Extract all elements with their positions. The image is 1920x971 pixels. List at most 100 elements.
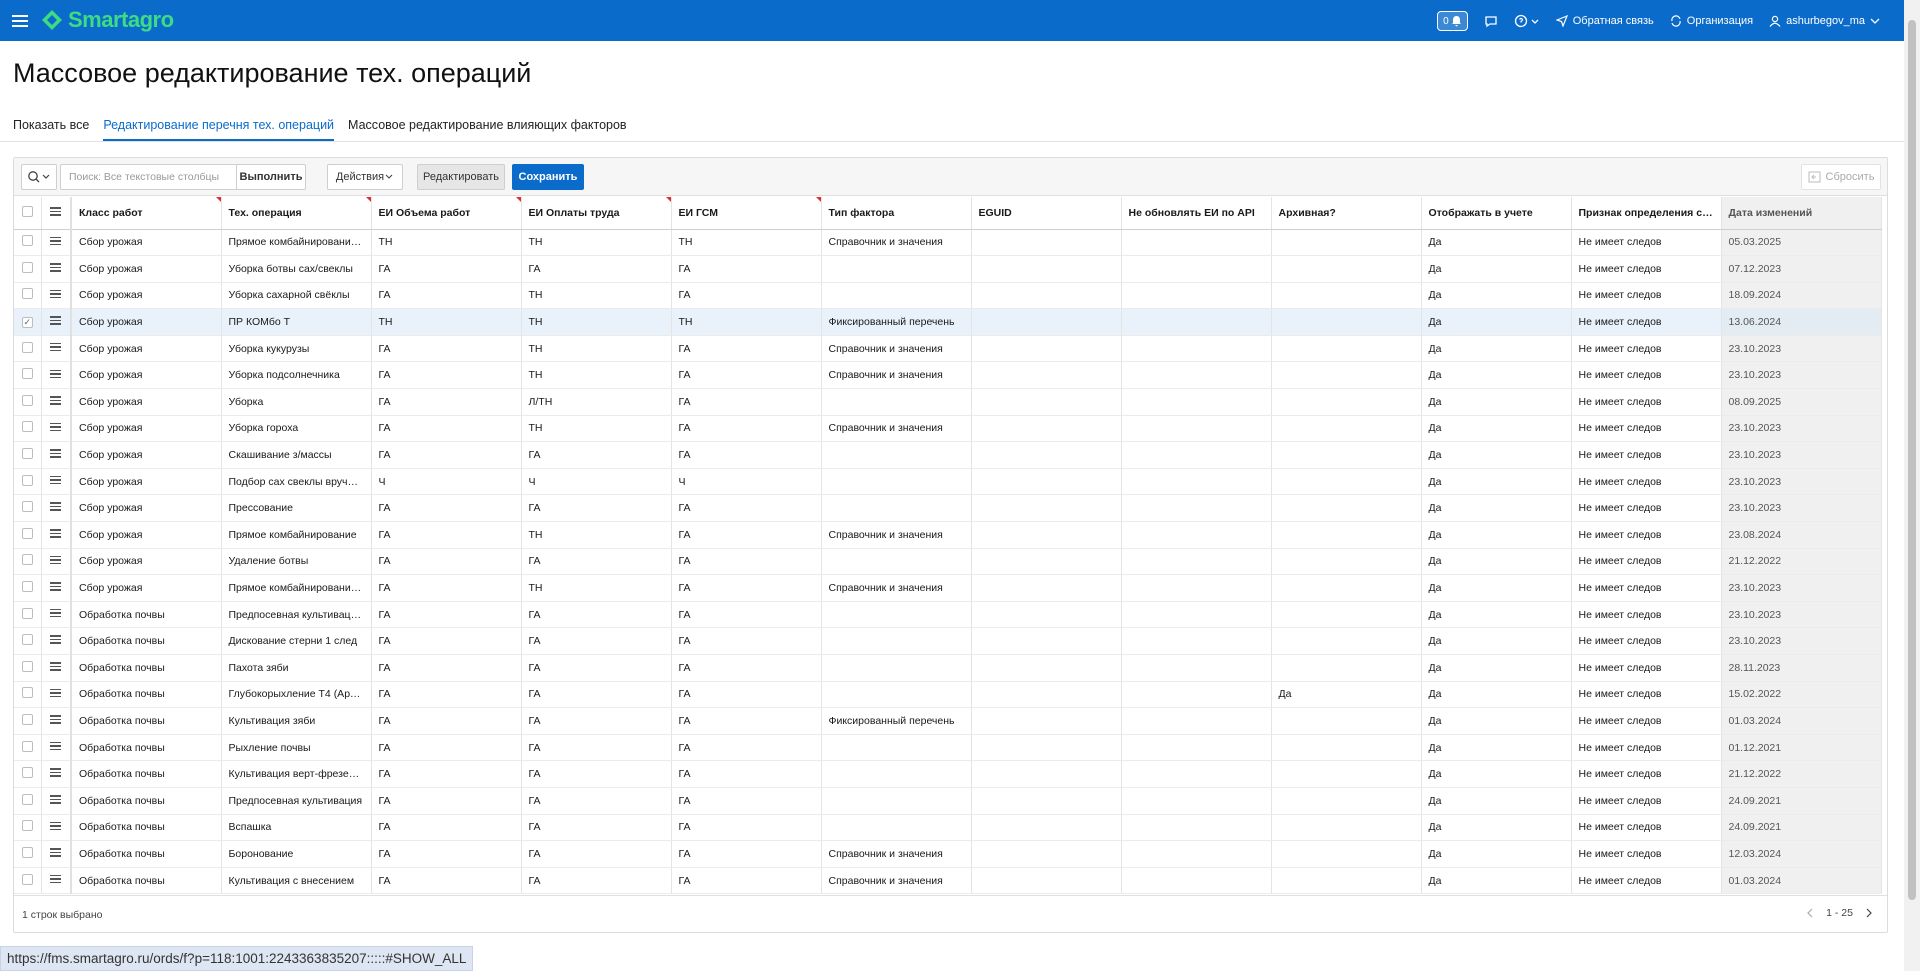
scrollbar[interactable] bbox=[1904, 0, 1920, 971]
table-row[interactable]: Сбор урожая Прямое комбайнирование ГА ТН ГА С… bbox=[14, 521, 1882, 549]
row-menu[interactable] bbox=[41, 627, 72, 655]
table-row[interactable]: Обработка почвы Глубокорыхление Т4 (Архив… bbox=[14, 681, 1882, 709]
feedback-link[interactable]: Обратная связь bbox=[1555, 15, 1654, 27]
row-menu[interactable] bbox=[41, 468, 72, 496]
row-menu[interactable] bbox=[41, 867, 72, 895]
table-row[interactable]: ✓ Сбор урожая ПР КОМбо Т ТН ТН ТН Фиксированны… bbox=[14, 308, 1882, 336]
column-header[interactable]: Дата изменений bbox=[1721, 197, 1882, 230]
table-row[interactable]: Обработка почвы Предпосевная культивация.… bbox=[14, 601, 1882, 629]
column-header[interactable]: ЕИ ГСМ bbox=[671, 197, 822, 230]
row-menu[interactable] bbox=[41, 308, 72, 336]
row-checkbox[interactable] bbox=[14, 229, 42, 257]
scroll-thumb[interactable] bbox=[1908, 20, 1916, 900]
table-row[interactable]: Обработка почвы Вспашка ГА ГА ГА Да Не имеет с… bbox=[14, 814, 1882, 842]
table-row[interactable]: Обработка почвы Пахота зяби ГА ГА ГА Да Не име… bbox=[14, 654, 1882, 682]
row-menu[interactable] bbox=[41, 734, 72, 762]
row-menu[interactable] bbox=[41, 282, 72, 310]
row-menu[interactable] bbox=[41, 494, 72, 523]
tab-active[interactable]: Редактирование перечня тех. операций bbox=[103, 115, 335, 141]
row-menu[interactable] bbox=[41, 787, 72, 815]
table-row[interactable]: Обработка почвы Предпосевная культивация Г… bbox=[14, 787, 1882, 815]
row-checkbox[interactable] bbox=[14, 441, 42, 469]
row-checkbox[interactable] bbox=[14, 707, 42, 735]
search-input[interactable]: Поиск: Все текстовые столбцы bbox=[60, 164, 250, 190]
table-row[interactable]: Сбор урожая Уборка подсолнечника ГА ТН ГА Спр… bbox=[14, 361, 1882, 390]
table-row[interactable]: Сбор урожая Уборка ГА Л/ТН ГА Да Не имеет след… bbox=[14, 388, 1882, 416]
row-menu[interactable] bbox=[41, 760, 72, 788]
row-menu[interactable] bbox=[41, 601, 72, 629]
row-checkbox[interactable] bbox=[14, 814, 42, 842]
row-checkbox[interactable] bbox=[14, 654, 42, 682]
row-menu[interactable] bbox=[41, 574, 72, 602]
table-row[interactable]: Сбор урожая Удаление ботвы ГА ГА ГА Да Не имее… bbox=[14, 548, 1882, 576]
table-row[interactable]: Сбор урожая Скашивание з/массы ГА ГА ГА Да Не … bbox=[14, 441, 1882, 469]
edit-button[interactable]: Редактировать bbox=[417, 164, 505, 190]
column-header[interactable]: EGUID bbox=[971, 197, 1122, 230]
row-menu[interactable] bbox=[41, 654, 72, 682]
row-checkbox[interactable] bbox=[14, 627, 42, 655]
search-column-button[interactable] bbox=[21, 164, 57, 190]
row-menu[interactable] bbox=[41, 814, 72, 842]
reset-button[interactable]: Сбросить bbox=[1801, 164, 1881, 190]
actions-button[interactable]: Действия bbox=[327, 164, 403, 190]
row-checkbox[interactable] bbox=[14, 760, 42, 788]
row-menu[interactable] bbox=[41, 707, 72, 735]
column-header[interactable]: Не обновлять ЕИ по API bbox=[1121, 197, 1272, 230]
notifications[interactable]: 0 bbox=[1437, 11, 1468, 31]
row-checkbox[interactable] bbox=[14, 734, 42, 762]
row-checkbox[interactable] bbox=[14, 494, 42, 523]
row-checkbox[interactable] bbox=[14, 574, 42, 602]
save-button[interactable]: Сохранить bbox=[512, 164, 584, 190]
column-header[interactable]: ЕИ Объема работ bbox=[371, 197, 522, 230]
row-checkbox[interactable] bbox=[14, 548, 42, 576]
table-row[interactable]: Обработка почвы Рыхление почвы ГА ГА ГА Да Не … bbox=[14, 734, 1882, 762]
table-row[interactable]: Сбор урожая Подбор сах свеклы вручную Ч Ч Ч Д… bbox=[14, 468, 1882, 496]
row-menu[interactable] bbox=[41, 415, 72, 443]
row-menu[interactable] bbox=[41, 361, 72, 390]
row-menu[interactable] bbox=[41, 255, 72, 283]
table-row[interactable]: Сбор урожая Уборка сахарной свёклы ГА ТН ГА Д… bbox=[14, 282, 1882, 310]
chat-icon[interactable] bbox=[1484, 15, 1498, 28]
tab[interactable]: Показать все bbox=[13, 118, 90, 132]
row-menu[interactable] bbox=[41, 441, 72, 469]
column-header[interactable]: Тех. операция bbox=[221, 197, 372, 230]
column-header[interactable]: Архивная? bbox=[1271, 197, 1422, 230]
row-checkbox[interactable] bbox=[14, 681, 42, 709]
row-menu[interactable] bbox=[41, 229, 72, 257]
row-checkbox[interactable] bbox=[14, 787, 42, 815]
tab[interactable]: Массовое редактирование влияющих факторо… bbox=[348, 118, 627, 132]
row-checkbox[interactable] bbox=[14, 361, 42, 390]
row-checkbox[interactable]: ✓ bbox=[14, 308, 42, 336]
table-row[interactable]: Обработка почвы Культивация верт-фрезерн.… bbox=[14, 760, 1882, 788]
row-menu[interactable] bbox=[41, 840, 72, 868]
row-checkbox[interactable] bbox=[14, 867, 42, 895]
row-menu[interactable] bbox=[41, 548, 72, 576]
row-checkbox[interactable] bbox=[14, 468, 42, 496]
row-checkbox[interactable] bbox=[14, 335, 42, 363]
table-row[interactable]: Сбор урожая Прямое комбайнирование Т ТН ТН Т… bbox=[14, 229, 1882, 257]
table-row[interactable]: Сбор урожая Уборка ботвы сах/свеклы ГА ГА ГА… bbox=[14, 255, 1882, 283]
column-header[interactable]: ЕИ Оплаты труда bbox=[521, 197, 672, 230]
table-row[interactable]: Обработка почвы Культивация с внесением ГА… bbox=[14, 867, 1882, 895]
table-row[interactable]: Сбор урожая Прессование ГА ГА ГА Да Не имеет с… bbox=[14, 494, 1882, 523]
table-row[interactable]: Сбор урожая Прямое комбайнирование ... ГА Т… bbox=[14, 574, 1882, 602]
table-row[interactable]: Сбор урожая Уборка гороха ГА ТН ГА Справочник… bbox=[14, 415, 1882, 443]
run-button[interactable]: Выполнить bbox=[236, 164, 306, 190]
column-header[interactable]: Отображать в учете bbox=[1421, 197, 1572, 230]
row-checkbox[interactable] bbox=[14, 601, 42, 629]
row-menu[interactable] bbox=[41, 388, 72, 416]
table-row[interactable]: Сбор урожая Уборка кукурузы ГА ТН ГА Справочн… bbox=[14, 335, 1882, 363]
row-menu[interactable] bbox=[41, 681, 72, 709]
row-checkbox[interactable] bbox=[14, 415, 42, 443]
row-menu[interactable] bbox=[41, 335, 72, 363]
user-menu[interactable]: ashurbegov_ma bbox=[1769, 15, 1880, 27]
column-header[interactable]: Класс работ bbox=[71, 197, 222, 230]
table-row[interactable]: Обработка почвы Дискование стерни 1 след Г… bbox=[14, 627, 1882, 655]
column-header[interactable]: Тип фактора bbox=[821, 197, 972, 230]
table-row[interactable]: Обработка почвы Культивация зяби ГА ГА ГА Фик… bbox=[14, 707, 1882, 735]
row-checkbox[interactable] bbox=[14, 840, 42, 868]
row-checkbox[interactable] bbox=[14, 255, 42, 283]
column-header[interactable]: Признак определения следов bbox=[1571, 197, 1722, 230]
row-checkbox[interactable] bbox=[14, 282, 42, 310]
row-checkbox[interactable] bbox=[14, 388, 42, 416]
